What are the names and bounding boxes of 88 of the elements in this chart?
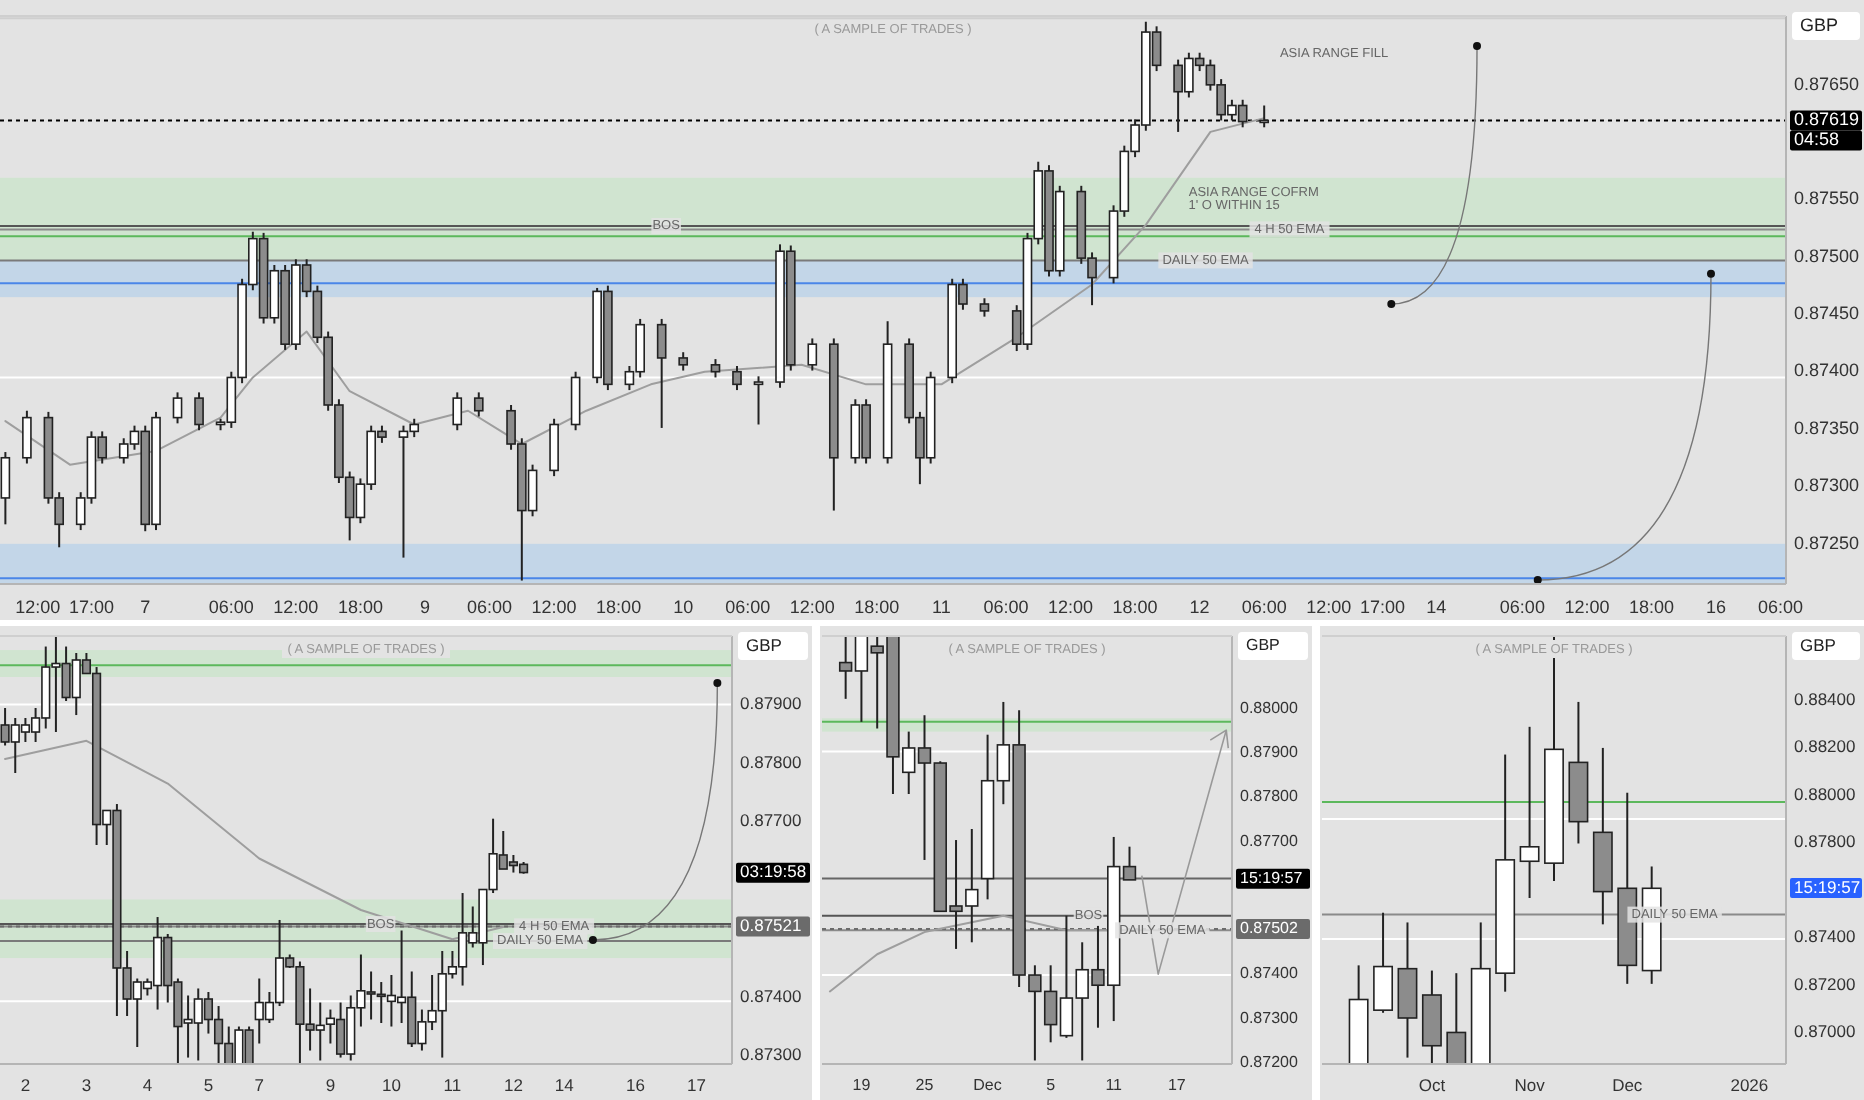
x-tick-label: 17:00 — [68, 596, 114, 617]
x-tick-label: 12:00 — [789, 596, 835, 617]
x-tick-label: 3 — [81, 1074, 92, 1095]
y-tick-label: 0.87200 — [1240, 1052, 1299, 1071]
x-tick-label: 12 — [503, 1074, 524, 1095]
y-axis-title: GBP — [1800, 634, 1837, 655]
y-tick-label: 0.87300 — [1240, 1008, 1299, 1027]
x-tick-label: 12:00 — [273, 596, 319, 617]
y-axis-title: GBP — [746, 634, 783, 655]
y-tick-label: 0.87350 — [1794, 417, 1860, 438]
x-tick-label: Nov — [1514, 1074, 1547, 1095]
y-tick-label: 0.87400 — [1794, 926, 1856, 947]
x-tick-label: 11 — [1105, 1076, 1124, 1095]
y-tick-label: 0.87250 — [1794, 532, 1860, 553]
y-tick-label: 0.88200 — [1794, 736, 1856, 757]
y-tick-label: 0.87800 — [1240, 787, 1299, 806]
x-tick-label: Dec — [1612, 1074, 1644, 1095]
y-tick-label: 0.87400 — [1240, 964, 1299, 983]
y-tick-label: 0.87550 — [1794, 188, 1860, 209]
text: 15:19:57 — [1240, 868, 1304, 887]
y-tick-label: 0.87450 — [1794, 303, 1860, 324]
y-tick-label: 0.87300 — [740, 1044, 802, 1065]
y-tick-label: 0.87300 — [1794, 475, 1860, 496]
x-tick-label: 17 — [1167, 1076, 1187, 1095]
y-tick-label: 0.87900 — [1240, 743, 1299, 762]
x-tick-label: 17 — [686, 1074, 707, 1095]
x-tick-label: 18:00 — [596, 596, 642, 617]
x-tick-label: 2 — [20, 1074, 31, 1095]
x-tick-label: 14 — [554, 1074, 575, 1095]
y-tick-label: 0.88000 — [1794, 783, 1856, 804]
x-tick-label: 25 — [915, 1076, 935, 1095]
y-tick-label: 0.87650 — [1794, 73, 1860, 94]
x-tick-label: 06:00 — [725, 596, 771, 617]
text: 03:19:58 — [740, 861, 807, 882]
x-tick-label: 16 — [625, 1074, 646, 1095]
ref-line-label: 0.87619 — [1794, 109, 1860, 130]
x-tick-label: 10 — [381, 1074, 402, 1095]
x-tick-label: Oct — [1418, 1074, 1447, 1095]
y-tick-label: 0.87800 — [1794, 831, 1856, 852]
x-tick-label: 06:00 — [1499, 596, 1545, 617]
x-tick-label: 4 — [142, 1074, 153, 1095]
x-tick-label: 12:00 — [1047, 596, 1094, 617]
text: 04:58 — [1794, 129, 1840, 150]
x-tick-label: 18:00 — [337, 596, 383, 617]
x-tick-label: 5 — [1046, 1076, 1057, 1095]
y-axis-title: GBP — [1800, 14, 1839, 35]
x-tick-label: 19 — [852, 1076, 872, 1095]
ref-line-label: 0.87521 — [740, 914, 802, 935]
x-tick-label: 06:00 — [467, 596, 513, 617]
x-tick-label: 5 — [203, 1074, 214, 1095]
y-tick-label: 0.87400 — [740, 985, 802, 1006]
x-tick-label: 7 — [140, 596, 151, 617]
x-tick-label: 17:00 — [1360, 596, 1406, 617]
y-tick-label: 0.87800 — [740, 751, 802, 772]
x-tick-label: 06:00 — [1758, 596, 1804, 617]
y-tick-label: 0.87200 — [1794, 973, 1856, 994]
x-tick-label: 7 — [254, 1074, 265, 1095]
x-tick-label: 06:00 — [1241, 596, 1287, 617]
x-tick-label: 14 — [1426, 596, 1447, 617]
y-axis-title: GBP — [1246, 636, 1280, 655]
x-tick-label: 11 — [443, 1074, 462, 1095]
x-tick-label: 18:00 — [1628, 596, 1675, 617]
x-tick-label: 12:00 — [15, 596, 61, 617]
y-tick-label: 0.88400 — [1794, 689, 1856, 709]
x-tick-label: 12:00 — [1306, 596, 1352, 617]
y-tick-label: 0.87900 — [740, 693, 802, 713]
text: 15:19:57 — [1794, 876, 1861, 897]
x-tick-label: 18:00 — [1112, 596, 1158, 617]
y-tick-label: 0.87000 — [1794, 1020, 1856, 1041]
y-tick-label: 0.87700 — [1240, 831, 1299, 850]
y-tick-label: 0.87700 — [740, 810, 802, 831]
x-tick-label: 06:00 — [208, 596, 254, 617]
x-tick-label: 12:00 — [531, 596, 577, 617]
ref-line-label: 0.87502 — [1240, 919, 1299, 938]
x-tick-label: 16 — [1706, 596, 1727, 617]
y-tick-label: 0.88000 — [1240, 698, 1299, 717]
x-tick-label: 18:00 — [854, 596, 900, 617]
x-tick-label: 11 — [932, 596, 951, 617]
y-tick-label: 0.87500 — [1794, 245, 1860, 266]
x-tick-label: 12:00 — [1564, 596, 1610, 617]
x-tick-label: 9 — [325, 1074, 336, 1095]
y-tick-label: 0.87400 — [1794, 360, 1860, 381]
x-tick-label: 12 — [1189, 596, 1210, 617]
x-tick-label: 9 — [419, 596, 430, 617]
x-tick-label: Dec — [973, 1076, 1002, 1095]
x-tick-label: 10 — [673, 596, 694, 617]
x-tick-label: 2026 — [1730, 1074, 1769, 1095]
x-tick-label: 06:00 — [983, 596, 1029, 617]
